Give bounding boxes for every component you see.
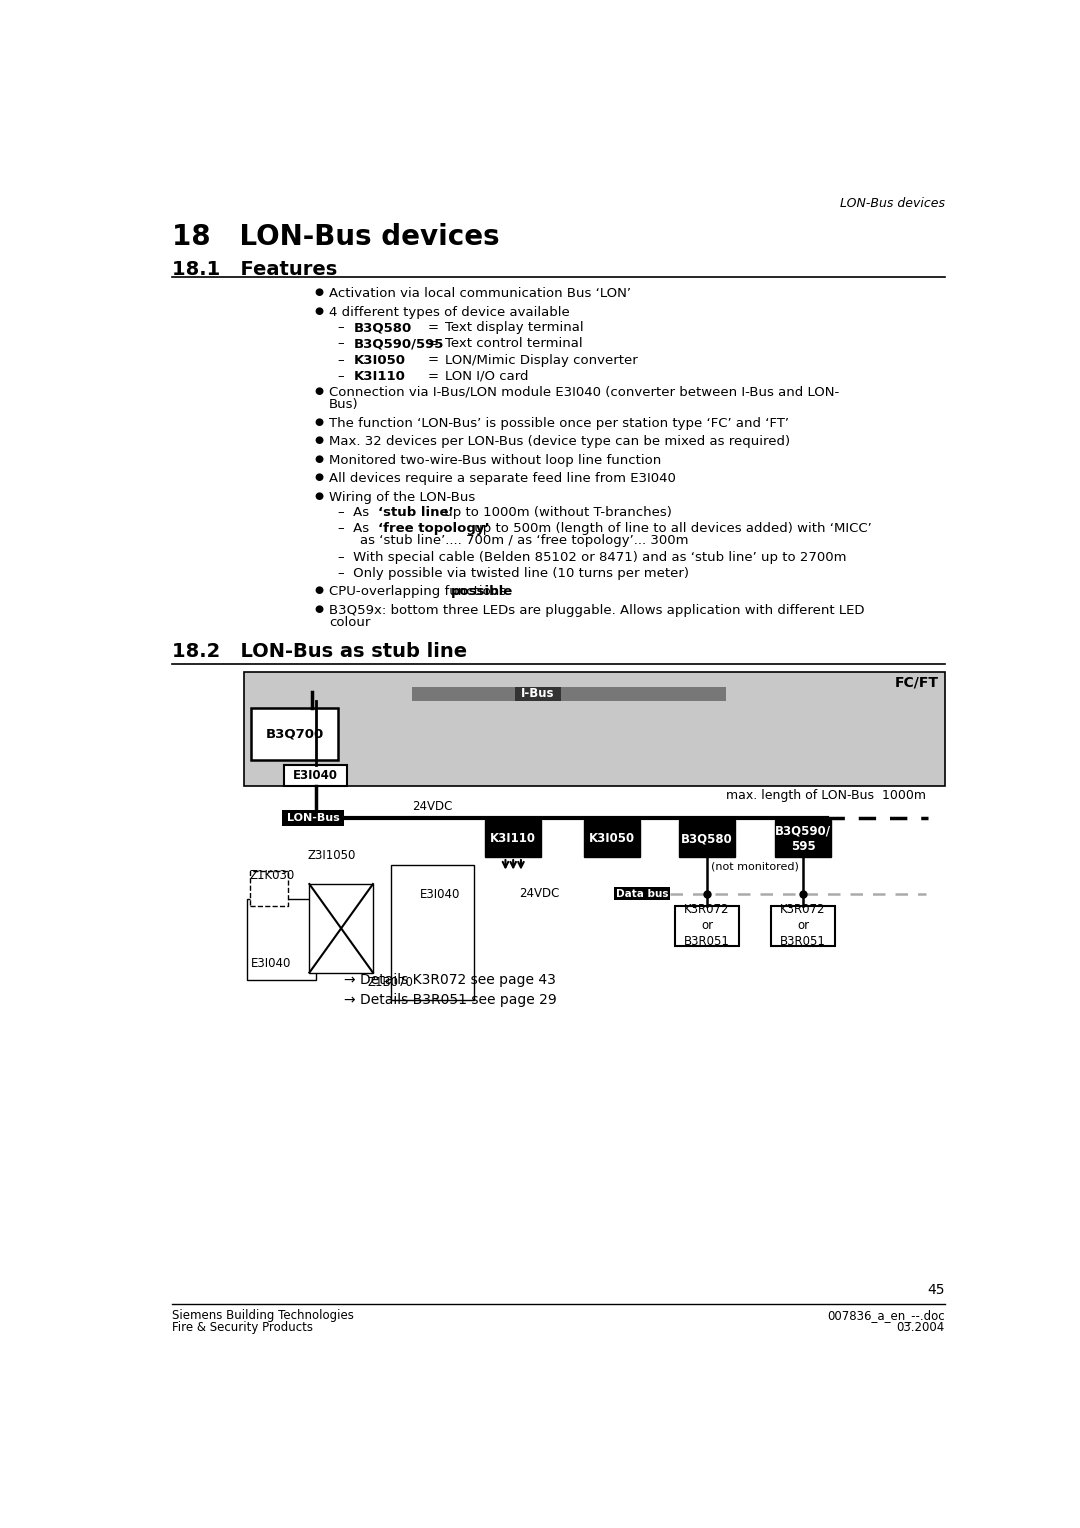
Text: =: = xyxy=(428,353,438,367)
Bar xyxy=(771,906,835,946)
Text: ●: ● xyxy=(314,472,324,483)
Text: ●: ● xyxy=(314,306,324,316)
Text: LON-Bus devices: LON-Bus devices xyxy=(840,197,945,211)
Bar xyxy=(249,871,288,906)
Text: Bus): Bus) xyxy=(328,399,359,411)
Text: (not monitored): (not monitored) xyxy=(711,862,799,872)
Text: =: = xyxy=(428,370,438,382)
Text: ●: ● xyxy=(314,287,324,298)
Text: 24VDC: 24VDC xyxy=(518,886,559,900)
Text: Connection via I-Bus/LON module E3I040 (converter between I-Bus and LON-: Connection via I-Bus/LON module E3I040 (… xyxy=(328,387,839,399)
Text: ‘free topology’: ‘free topology’ xyxy=(378,523,490,535)
Text: –  With special cable (Belden 85102 or 8471) and as ‘stub line’ up to 2700m: – With special cable (Belden 85102 or 84… xyxy=(338,550,847,564)
Text: Text control terminal: Text control terminal xyxy=(445,338,582,350)
Text: K3R072
or
B3R051: K3R072 or B3R051 xyxy=(780,903,826,949)
Text: I-Bus: I-Bus xyxy=(522,688,555,700)
Text: –: – xyxy=(338,321,353,335)
Bar xyxy=(247,900,315,981)
Text: K3I110: K3I110 xyxy=(490,833,536,845)
Text: Fire & Security Products: Fire & Security Products xyxy=(172,1322,313,1334)
Text: Text display terminal: Text display terminal xyxy=(445,321,583,335)
Bar xyxy=(243,671,945,785)
Bar xyxy=(675,906,739,946)
Text: =: = xyxy=(428,338,438,350)
Bar xyxy=(252,707,338,759)
Text: as ‘stub line’.... 700m / as ‘free topology’... 300m: as ‘stub line’.... 700m / as ‘free topol… xyxy=(360,535,688,547)
Text: –  As: – As xyxy=(338,523,374,535)
Text: ●: ● xyxy=(314,490,324,501)
Text: ●: ● xyxy=(314,417,324,426)
Text: Z3I1050: Z3I1050 xyxy=(307,850,355,862)
Bar xyxy=(613,888,670,900)
Text: 18.1   Features: 18.1 Features xyxy=(172,260,337,280)
Text: B3Q580: B3Q580 xyxy=(353,321,411,335)
Text: CPU-overlapping functions: CPU-overlapping functions xyxy=(328,585,510,599)
Text: ‘stub line’: ‘stub line’ xyxy=(378,506,454,520)
Text: LON/Mimic Display converter: LON/Mimic Display converter xyxy=(445,353,638,367)
Text: E3I040: E3I040 xyxy=(252,957,292,970)
Text: Data bus: Data bus xyxy=(616,889,669,898)
Text: 4 different types of device available: 4 different types of device available xyxy=(328,306,569,319)
Text: =: = xyxy=(428,321,438,335)
Text: 007836_a_en_--.doc: 007836_a_en_--.doc xyxy=(827,1309,945,1322)
Text: Z1B070: Z1B070 xyxy=(367,976,414,990)
Text: → Details K3R072 see page 43: → Details K3R072 see page 43 xyxy=(345,973,556,987)
Text: ●: ● xyxy=(314,435,324,445)
Text: max. length of LON-Bus  1000m: max. length of LON-Bus 1000m xyxy=(726,790,927,802)
Text: Z1K030: Z1K030 xyxy=(249,868,295,882)
Text: LON-Bus: LON-Bus xyxy=(287,813,339,824)
Text: possible: possible xyxy=(451,585,513,599)
Bar xyxy=(413,688,726,701)
Text: 45: 45 xyxy=(928,1284,945,1297)
Text: All devices require a separate feed line from E3I040: All devices require a separate feed line… xyxy=(328,472,676,484)
Text: Monitored two-wire-Bus without loop line function: Monitored two-wire-Bus without loop line… xyxy=(328,454,661,466)
Text: B3Q590/
595: B3Q590/ 595 xyxy=(775,825,831,853)
Text: K3I110: K3I110 xyxy=(353,370,405,382)
Bar xyxy=(679,821,734,857)
Text: –: – xyxy=(338,338,353,350)
Text: –: – xyxy=(338,370,353,382)
Text: Siemens Building Technologies: Siemens Building Technologies xyxy=(172,1309,354,1322)
Text: up to 500m (length of line to all devices added) with ‘MICC’: up to 500m (length of line to all device… xyxy=(470,523,872,535)
Text: K3R072
or
B3R051: K3R072 or B3R051 xyxy=(684,903,730,949)
Text: –: – xyxy=(338,353,353,367)
Bar xyxy=(583,821,639,857)
Text: ●: ● xyxy=(314,585,324,596)
Text: –  Only possible via twisted line (10 turns per meter): – Only possible via twisted line (10 tur… xyxy=(338,567,689,579)
Bar xyxy=(391,865,474,999)
Text: colour: colour xyxy=(328,616,370,630)
Text: 18.2   LON-Bus as stub line: 18.2 LON-Bus as stub line xyxy=(172,642,468,662)
Bar xyxy=(485,821,541,857)
Text: –  As: – As xyxy=(338,506,374,520)
Text: K3I050: K3I050 xyxy=(353,353,406,367)
Text: ●: ● xyxy=(314,604,324,614)
Text: B3Q580: B3Q580 xyxy=(681,833,733,845)
Text: ●: ● xyxy=(314,387,324,396)
Text: E3I040: E3I040 xyxy=(420,888,460,902)
Text: 18   LON-Bus devices: 18 LON-Bus devices xyxy=(172,223,500,252)
Text: B3Q700: B3Q700 xyxy=(266,727,324,741)
Bar xyxy=(515,688,562,701)
Text: B3Q59x: bottom three LEDs are pluggable. Allows application with different LED: B3Q59x: bottom three LEDs are pluggable.… xyxy=(328,604,864,617)
Bar xyxy=(284,766,348,785)
Text: → Details B3R051 see page 29: → Details B3R051 see page 29 xyxy=(345,993,557,1007)
Text: 24VDC: 24VDC xyxy=(413,801,453,813)
Text: FC/FT: FC/FT xyxy=(894,675,939,689)
Text: B3Q590/595: B3Q590/595 xyxy=(353,338,444,350)
Text: Activation via local communication Bus ‘LON’: Activation via local communication Bus ‘… xyxy=(328,287,631,301)
Text: Max. 32 devices per LON-Bus (device type can be mixed as required): Max. 32 devices per LON-Bus (device type… xyxy=(328,435,789,448)
Text: ●: ● xyxy=(314,454,324,463)
Bar xyxy=(309,885,373,973)
Text: The function ‘LON-Bus’ is possible once per station type ‘FC’ and ‘FT’: The function ‘LON-Bus’ is possible once … xyxy=(328,417,788,429)
Text: LON I/O card: LON I/O card xyxy=(445,370,528,382)
Text: Wiring of the LON-Bus: Wiring of the LON-Bus xyxy=(328,490,475,504)
Text: 03.2004: 03.2004 xyxy=(896,1322,945,1334)
Text: up to 1000m (without T-branches): up to 1000m (without T-branches) xyxy=(441,506,672,520)
Bar xyxy=(775,821,831,857)
Bar xyxy=(282,810,345,825)
Text: K3I050: K3I050 xyxy=(589,833,635,845)
Text: E3I040: E3I040 xyxy=(293,769,338,782)
